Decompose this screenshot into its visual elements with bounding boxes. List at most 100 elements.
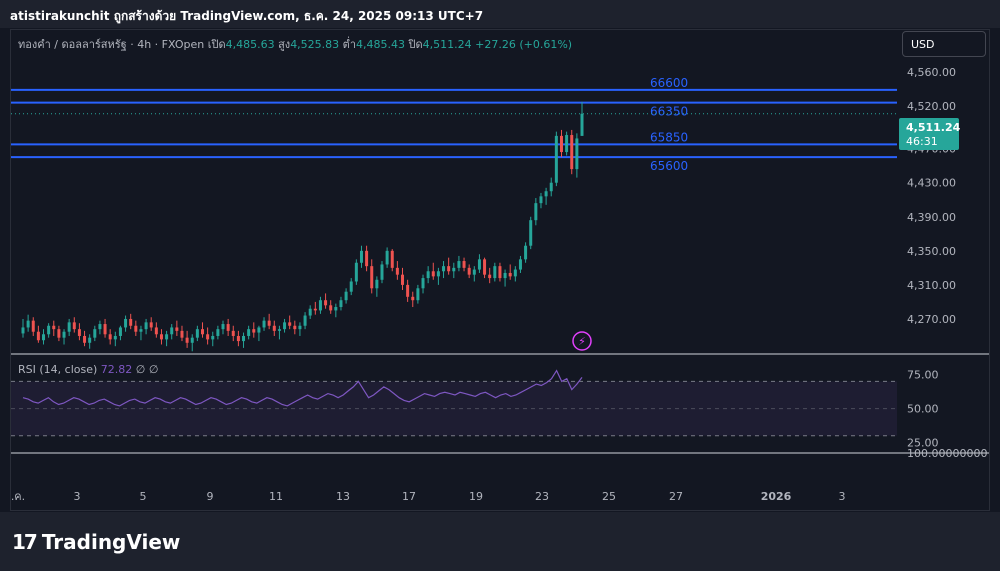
candle-body — [416, 288, 420, 301]
time-tick-label: 3 — [74, 490, 81, 503]
candle-body — [139, 329, 143, 332]
high-label: สูง — [278, 38, 291, 51]
brand-name: TradingView — [41, 530, 181, 554]
candle-body — [518, 259, 522, 270]
candle-body — [472, 269, 476, 275]
currency-label: USD — [911, 38, 935, 51]
candle-body — [236, 335, 240, 342]
rsi-tick-label: 50.00 — [907, 403, 939, 416]
candle-body — [216, 329, 220, 336]
time-tick-label: 11 — [269, 490, 283, 503]
level-label: 66600 — [650, 76, 688, 90]
candle-body — [103, 324, 107, 335]
candle-body — [401, 274, 405, 285]
candle-body — [195, 329, 199, 338]
last-price-tag — [899, 118, 959, 150]
tv-logo-icon: 17 — [12, 530, 38, 554]
candle-body — [467, 267, 471, 275]
candle-body — [349, 281, 353, 292]
rsi-value: 72.82 — [100, 363, 133, 376]
open-label: เปิด — [207, 38, 226, 51]
lightning-glyph: ⚡ — [578, 335, 586, 348]
rsi-line — [22, 369, 583, 407]
candle-body — [108, 334, 112, 340]
candle-body — [262, 320, 266, 328]
time-tick-label: 25 — [602, 490, 616, 503]
candle-body — [554, 135, 558, 183]
candle-body — [431, 271, 435, 277]
candle-body — [272, 325, 276, 331]
lightning-icon — [572, 331, 592, 351]
candle-body — [144, 322, 148, 330]
candle-body — [26, 320, 30, 328]
candle-body — [421, 278, 425, 289]
candle-body — [329, 305, 333, 311]
candle-body — [339, 300, 343, 308]
candle-body — [47, 325, 51, 335]
candle-body — [436, 271, 440, 277]
level-label: 66350 — [650, 105, 688, 119]
candle-body — [385, 250, 389, 265]
candle-body — [77, 329, 81, 336]
candle-body — [247, 329, 251, 336]
candle-body — [544, 191, 548, 197]
rsi-title: RSI (14, close) — [18, 363, 98, 376]
rsi-tick-label: 75.00 — [907, 369, 939, 382]
candle-body — [565, 135, 569, 153]
time-tick-label: 3 — [839, 490, 846, 503]
candle-body — [298, 325, 302, 330]
candle-body — [231, 330, 235, 336]
open-value: 4,485.63 — [225, 38, 275, 51]
candle-body — [503, 272, 507, 279]
candle-body — [324, 300, 328, 306]
candle-body — [411, 296, 415, 301]
candle-body — [483, 259, 487, 275]
candle-body — [575, 138, 579, 170]
candle-body — [493, 266, 497, 279]
candle-body — [88, 337, 92, 343]
candle-body — [170, 327, 174, 335]
high-value: 4,525.83 — [290, 38, 340, 51]
change-value: +27.26 (+0.61%) — [475, 38, 573, 51]
close-label: ปิด — [408, 38, 423, 51]
candle-body — [375, 279, 379, 289]
price-tick-label: 4,350.00 — [907, 245, 956, 258]
candle-body — [513, 269, 517, 277]
candle-body — [36, 331, 40, 341]
candle-body — [154, 327, 158, 335]
candle-body — [395, 267, 399, 275]
currency-selector[interactable]: USD — [902, 31, 986, 57]
candle-body — [354, 262, 358, 282]
candle-body — [180, 330, 184, 338]
symbol-label: ทองคำ / ดอลลาร์สหรัฐ · 4h · FXOpen — [18, 38, 205, 51]
candle-body — [498, 266, 502, 279]
price-tick-label: 4,390.00 — [907, 211, 956, 224]
candle-body — [293, 325, 297, 330]
close-value: 4,511.24 — [422, 38, 472, 51]
candle-body — [98, 324, 102, 330]
candle-body — [190, 337, 194, 343]
candle-body — [457, 261, 461, 268]
tradingview-logo: 17 TradingView — [12, 530, 180, 554]
candle-body — [452, 267, 456, 272]
last-price-countdown: 46:31 — [906, 135, 938, 148]
candle-body — [303, 315, 307, 326]
candle-body — [200, 329, 204, 335]
level-label: 65600 — [650, 159, 688, 173]
candle-body — [406, 284, 410, 297]
candle-body — [57, 329, 61, 338]
candle-body — [83, 335, 87, 343]
candle-body — [549, 182, 553, 192]
candle-body — [62, 331, 66, 338]
time-tick-label: 27 — [669, 490, 683, 503]
rsi-extra-2: ∅ — [148, 363, 159, 376]
candle-body — [52, 325, 56, 330]
candle-body — [206, 334, 210, 340]
candle-body — [118, 327, 122, 336]
candle-body — [334, 307, 338, 311]
candle-body — [283, 322, 287, 330]
candle-body — [257, 327, 261, 333]
candle-body — [508, 272, 512, 277]
candle-body — [359, 250, 363, 263]
